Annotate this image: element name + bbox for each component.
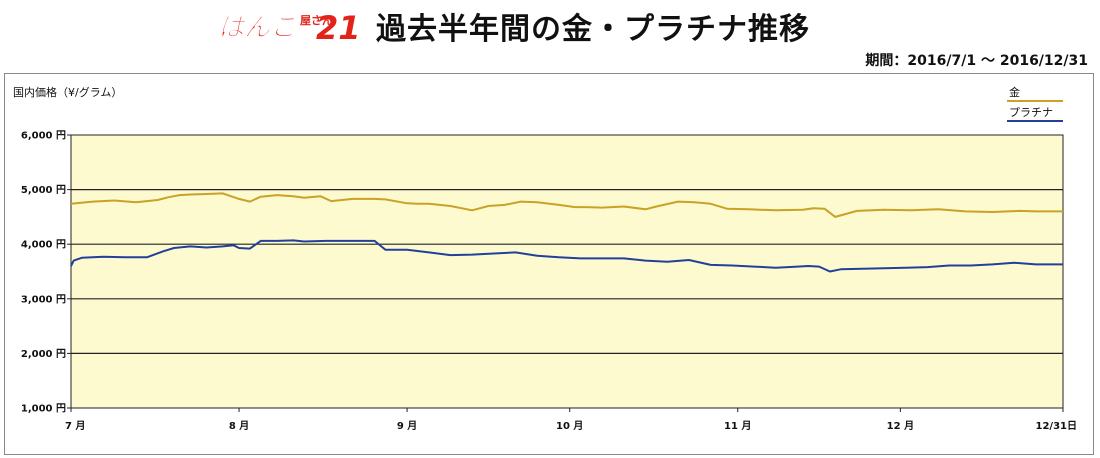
logo-background [216,8,366,44]
x-tick-label: 12 月 [887,420,914,432]
y-tick-label: 4,000 円 [21,239,66,251]
series-line-gold [70,192,1063,218]
x-tick-label: 7 月 [65,420,85,432]
x-tick-label: 11 月 [724,420,751,432]
legend-label: プラチナ [1009,106,1053,119]
page-header: はんこ 屋さん 21 過去半年間の金・プラチナ推移 [0,0,1100,48]
x-tick-label: 10 月 [556,420,583,432]
y-tick-label: 1,000 円 [21,403,66,415]
x-axis-ticks: 7 月 8 月 9 月 10 月 11 月 12 月 12/31日 [65,408,1077,432]
y-tick-label: 2,000 円 [21,348,66,360]
period-label: 期間：2016/7/1 〜 2016/12/31 [865,53,1088,69]
hankoyasan21-logo: はんこ 屋さん 21 [216,8,366,44]
y-axis-ticks: 1,000 円 2,000 円 3,000 円 4,000 円 5,000 円 6,000… [21,130,71,415]
x-tick-label: 9 月 [397,420,417,432]
x-tick-label: 12/31日 [1036,420,1077,432]
plot-area [70,134,1064,409]
legend-label: 金 [1009,85,1020,99]
y-tick-label: 6,000 円 [21,130,66,142]
series-lines [70,192,1063,273]
page-title: 過去半年間の金・プラチナ推移 [376,12,810,47]
series-line-platinum [70,239,1063,273]
y-tick-label: 3,000 円 [21,293,66,305]
grid-lines [71,188,1063,354]
logo-sub-text: 屋さん [300,14,333,27]
logo-number: 21 [316,9,361,44]
y-tick-label: 5,000 円 [21,184,66,196]
logo-main-text: はんこ [218,13,296,43]
y-axis-label: 国内価格（¥/グラム） [13,85,122,99]
x-tick-label: 8 月 [229,420,249,432]
chart-panel: 国内価格（¥/グラム） 金プラチナ 1,000 円 2,000 円 3,000 円 4… [4,73,1094,455]
